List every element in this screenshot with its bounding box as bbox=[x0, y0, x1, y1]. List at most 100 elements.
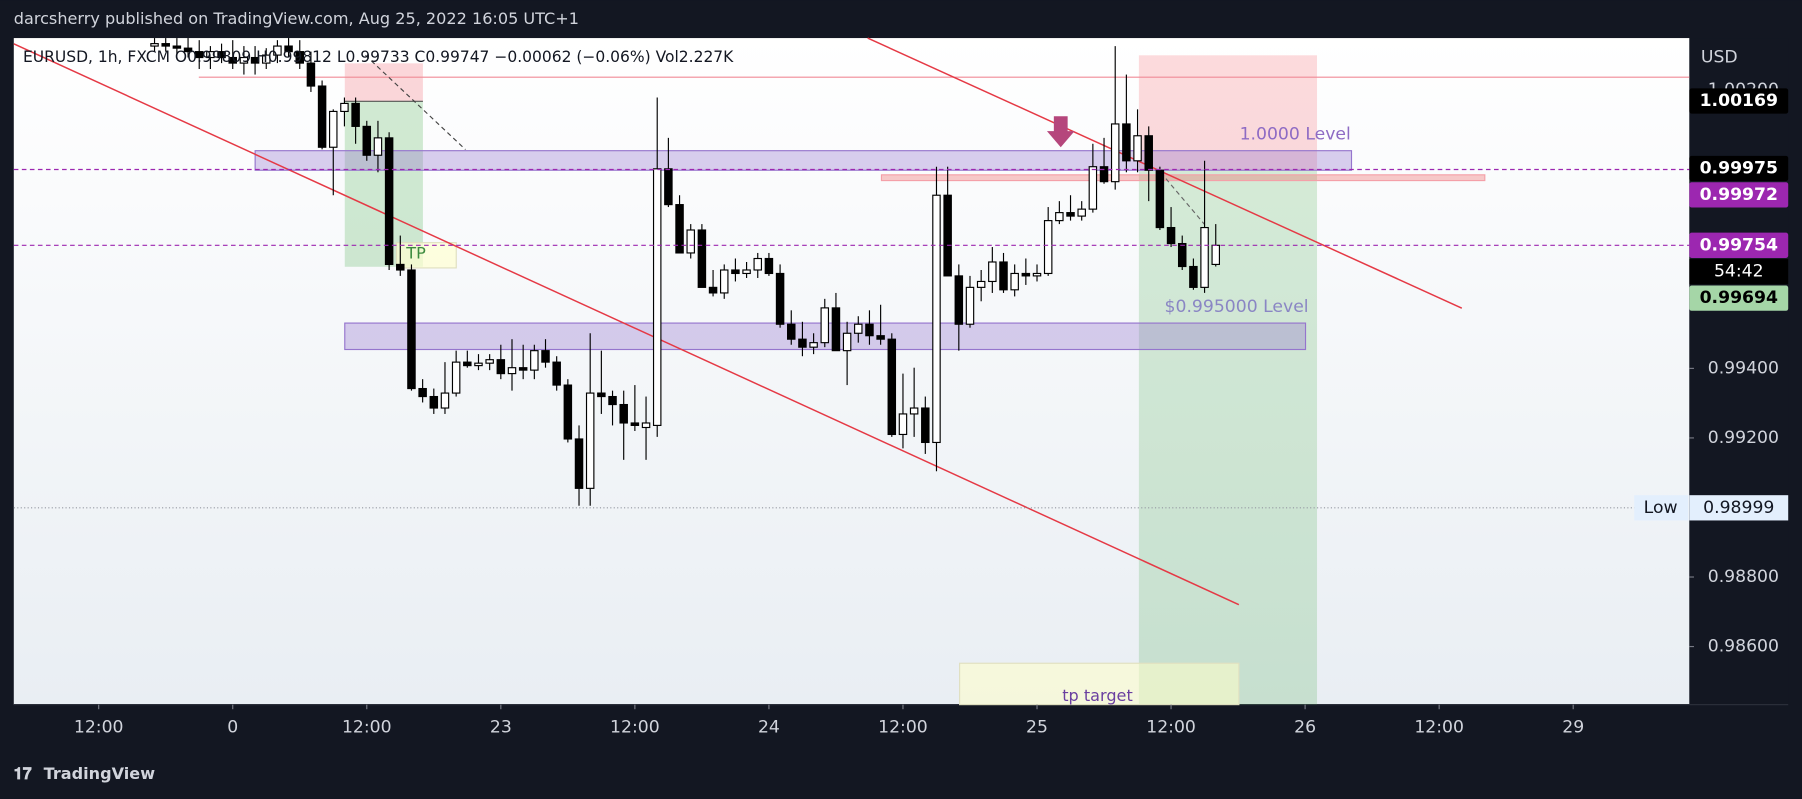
candle-body bbox=[1166, 226, 1176, 245]
x-tick-label: 12:00 bbox=[1146, 718, 1196, 738]
y-tick-label: 0.98800 bbox=[1708, 567, 1779, 587]
candle-body bbox=[161, 43, 170, 47]
candle-body bbox=[418, 387, 427, 398]
position-risk bbox=[344, 63, 423, 102]
candle-body bbox=[809, 342, 818, 348]
price-label-bg bbox=[1689, 182, 1789, 208]
dashed-line bbox=[365, 54, 466, 150]
price-label-bg bbox=[1689, 495, 1789, 521]
price-label-bg bbox=[1689, 232, 1789, 258]
candle-body bbox=[787, 323, 796, 340]
candle-body bbox=[1144, 135, 1153, 171]
position-reward bbox=[1138, 170, 1318, 705]
candle-body bbox=[820, 307, 830, 344]
price-label-bg bbox=[1689, 155, 1789, 182]
candle-body bbox=[183, 47, 193, 53]
candle-body bbox=[664, 168, 673, 206]
logo: 𝟏𝟕 bbox=[14, 764, 32, 783]
candle-body bbox=[574, 438, 584, 489]
brand: TradingView bbox=[44, 764, 156, 783]
candle-body bbox=[485, 359, 494, 364]
x-tick-label: 25 bbox=[1026, 718, 1048, 738]
candle-body bbox=[396, 263, 405, 271]
candle-body bbox=[675, 204, 684, 254]
candle-body bbox=[1088, 166, 1098, 210]
candle-body bbox=[194, 51, 204, 59]
candle-body bbox=[563, 384, 573, 440]
candle-body bbox=[921, 407, 930, 444]
candle-body bbox=[228, 56, 237, 64]
candle-body bbox=[206, 51, 215, 59]
x-tick-label: 12:00 bbox=[342, 718, 392, 738]
candle-body bbox=[608, 395, 617, 406]
axes: 12:00 0 12:00 23 12:00 24 12:00 25 12:00 26 12:00 2… bbox=[13, 80, 1789, 738]
candle-body bbox=[854, 323, 863, 334]
x-tick-label: 12:00 bbox=[1414, 718, 1464, 738]
candle-body bbox=[507, 367, 517, 375]
candle-body bbox=[261, 54, 271, 64]
candle-body bbox=[1043, 220, 1053, 275]
candle-body bbox=[988, 261, 997, 283]
candle-body bbox=[273, 45, 282, 56]
candle-body bbox=[999, 261, 1008, 291]
annotation: 1.0000 Level bbox=[1240, 125, 1351, 145]
candle-body bbox=[932, 194, 941, 444]
candle-body bbox=[463, 361, 472, 367]
position-reward bbox=[344, 101, 423, 267]
candle-body bbox=[172, 45, 182, 49]
candle-body bbox=[1155, 169, 1165, 229]
currency: USD bbox=[1701, 48, 1738, 68]
candle-body bbox=[775, 272, 785, 325]
candle-body bbox=[284, 45, 293, 53]
symbol-info: EURUSD, 1h, FXCM O0.99809 H0.99812 L0.99… bbox=[23, 48, 734, 66]
price-label: 0.99694 bbox=[1700, 288, 1778, 308]
x-tick-label: 12:00 bbox=[610, 718, 660, 738]
price-axis bbox=[1689, 38, 1789, 705]
countdown-bg bbox=[1689, 259, 1789, 285]
candle-body bbox=[496, 359, 506, 375]
candle-body bbox=[909, 407, 919, 415]
dashed-line bbox=[1160, 172, 1205, 225]
candle-body bbox=[887, 338, 897, 436]
candle-body bbox=[1211, 244, 1220, 265]
candle-body bbox=[1177, 242, 1187, 268]
candle-body bbox=[1200, 226, 1209, 288]
candle-body bbox=[362, 125, 372, 156]
candle-body bbox=[1010, 272, 1019, 291]
candle-body bbox=[719, 269, 729, 294]
candle-body bbox=[552, 361, 561, 386]
trend-line bbox=[13, 43, 1240, 606]
candle-body bbox=[250, 56, 260, 64]
target-box bbox=[959, 662, 1240, 706]
candle-body bbox=[1032, 272, 1042, 277]
candle-body bbox=[965, 286, 975, 325]
price-label: 1.00169 bbox=[1700, 91, 1778, 111]
x-tick-label: 24 bbox=[758, 718, 780, 738]
candle-body bbox=[451, 361, 461, 394]
price-label: 0.99972 bbox=[1700, 185, 1778, 205]
candle-body bbox=[340, 102, 349, 113]
candle-body bbox=[429, 395, 439, 409]
candle-body bbox=[943, 194, 952, 277]
candle-body bbox=[865, 323, 874, 337]
candle-body bbox=[652, 168, 662, 426]
candle-body bbox=[731, 269, 740, 275]
annotation: $0.995000 Level bbox=[1165, 297, 1309, 317]
price-label-bg bbox=[1689, 285, 1789, 311]
candle-body bbox=[753, 257, 763, 271]
candle-body bbox=[1189, 265, 1198, 288]
x-tick-label: 23 bbox=[490, 718, 512, 738]
candle-body bbox=[150, 43, 159, 47]
candle-body bbox=[798, 338, 807, 348]
annotation: TP bbox=[405, 244, 426, 263]
candle-body bbox=[898, 413, 908, 436]
trend-line bbox=[867, 37, 1463, 309]
arrow bbox=[1046, 116, 1075, 148]
drawings: 1.0000 Level $0.995000 Level TP tp targe… bbox=[13, 37, 1690, 706]
pane bbox=[13, 38, 1690, 705]
y-tick-label: 0.99400 bbox=[1708, 358, 1779, 378]
header-text: darcsherry published on TradingView.com,… bbox=[14, 9, 579, 28]
candle-body bbox=[329, 110, 338, 148]
